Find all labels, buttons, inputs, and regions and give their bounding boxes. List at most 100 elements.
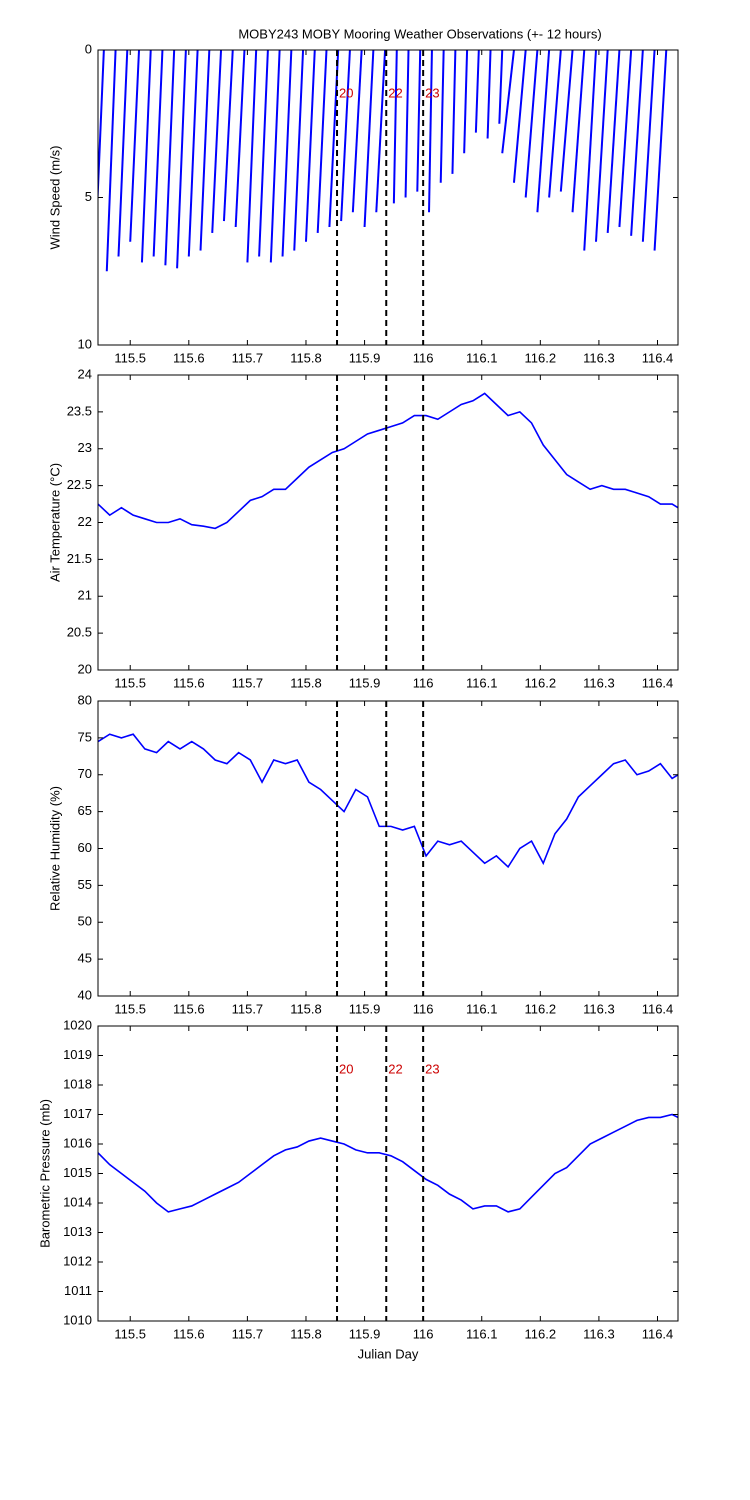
x-tick-label: 115.9 — [349, 1001, 381, 1016]
event-label: 20 — [339, 1061, 353, 1076]
y-tick-label: 20.5 — [67, 625, 92, 640]
wind-stick — [304, 50, 316, 242]
x-tick-label: 116.3 — [583, 675, 615, 690]
x-tick-label: 116.1 — [466, 1326, 498, 1341]
wind-stick — [536, 50, 551, 213]
wind-stick — [463, 50, 469, 154]
wind-stick — [246, 50, 258, 263]
x-tick-label: 116.3 — [583, 350, 615, 365]
y-tick-label: 75 — [78, 729, 92, 744]
x-tick-label: 115.8 — [290, 675, 322, 690]
y-tick-label: 20 — [78, 661, 92, 676]
wind-stick — [641, 50, 656, 242]
plot-area — [98, 50, 668, 272]
data-line — [98, 392, 678, 530]
x-tick-label: 115.6 — [173, 350, 205, 365]
y-tick-label: 50 — [78, 914, 92, 929]
plot-area — [98, 1113, 678, 1213]
chart-title: MOBY243 MOBY Mooring Weather Observation… — [238, 26, 601, 41]
x-tick-label: 115.5 — [114, 1326, 146, 1341]
wind-stick — [129, 50, 141, 242]
x-tick-label: 116.1 — [466, 350, 498, 365]
axes-frame — [97, 1025, 679, 1322]
wind-stick — [187, 50, 199, 257]
x-tick-label: 116 — [413, 675, 434, 690]
wind-stick — [606, 50, 621, 233]
wind-stick — [524, 50, 539, 198]
axes-frame — [97, 700, 679, 997]
x-tick-label: 115.6 — [173, 675, 205, 690]
plot-area — [98, 733, 678, 869]
wind-stick — [328, 50, 340, 228]
y-tick-label: 1020 — [63, 1017, 92, 1032]
x-tick-label: 116.4 — [642, 1326, 674, 1341]
y-axis-label: Air Temperature (°C) — [47, 463, 62, 582]
wind-stick — [618, 50, 633, 228]
y-tick-label: 1014 — [63, 1194, 92, 1209]
x-tick-label: 116.2 — [525, 350, 557, 365]
wind-stick — [498, 50, 504, 124]
plot-area — [98, 392, 678, 530]
wind-stick — [105, 50, 117, 272]
wind-stick — [363, 50, 375, 228]
y-tick-label: 5 — [85, 189, 92, 204]
event-label: 23 — [425, 85, 439, 100]
y-tick-label: 1015 — [63, 1165, 92, 1180]
wind-stick — [559, 50, 574, 192]
y-tick-label: 10 — [78, 336, 92, 351]
event-label: 22 — [388, 1061, 402, 1076]
x-tick-label: 115.7 — [232, 675, 264, 690]
wind-stick — [439, 50, 445, 183]
x-tick-label: 115.5 — [114, 1001, 146, 1016]
wind-stick — [98, 50, 105, 212]
y-tick-label: 45 — [78, 951, 92, 966]
x-tick-label: 115.5 — [114, 675, 146, 690]
wind-stick — [474, 50, 480, 133]
axes-frame — [97, 49, 679, 346]
wind-stick — [486, 50, 492, 139]
y-axis-label: Barometric Pressure (mb) — [37, 1099, 52, 1248]
x-tick-label: 116.2 — [525, 675, 557, 690]
event-label: 20 — [339, 85, 353, 100]
wind-stick — [211, 50, 223, 233]
y-tick-label: 0 — [85, 41, 92, 56]
x-tick-label: 116 — [413, 1326, 434, 1341]
wind-stick — [152, 50, 164, 257]
y-tick-label: 1017 — [63, 1106, 92, 1121]
wind-stick — [269, 50, 281, 263]
y-tick-label: 1018 — [63, 1076, 92, 1091]
x-tick-label: 116.3 — [583, 1326, 615, 1341]
wind-stick — [392, 50, 398, 204]
x-axis-label: Julian Day — [358, 1346, 419, 1361]
wind-stick — [293, 50, 305, 251]
wind-stick — [258, 50, 269, 257]
y-axis-label: Relative Humidity (%) — [47, 786, 62, 911]
axes-frame — [97, 374, 679, 671]
y-tick-label: 22.5 — [67, 477, 92, 492]
wind-stick — [548, 50, 562, 198]
y-tick-label: 1013 — [63, 1224, 92, 1239]
wind-stick — [653, 50, 668, 251]
wind-stick — [140, 50, 152, 263]
y-tick-label: 60 — [78, 840, 92, 855]
x-tick-label: 116.4 — [642, 1001, 674, 1016]
data-line — [98, 733, 678, 869]
wind-stick — [594, 50, 609, 242]
x-tick-label: 116.4 — [642, 350, 674, 365]
x-tick-label: 116.2 — [525, 1326, 557, 1341]
y-tick-label: 23 — [78, 440, 92, 455]
x-tick-label: 115.8 — [290, 1001, 322, 1016]
x-tick-label: 115.6 — [173, 1326, 205, 1341]
x-tick-label: 115.9 — [349, 675, 381, 690]
wind-stick — [340, 50, 351, 222]
y-axis-label: Wind Speed (m/s) — [47, 145, 62, 249]
wind-stick — [222, 50, 234, 222]
wind-stick — [501, 50, 515, 154]
y-tick-label: 23.5 — [67, 403, 92, 418]
x-tick-label: 116.2 — [525, 1001, 557, 1016]
wind-stick — [428, 50, 433, 213]
wind-stick — [375, 50, 387, 213]
wind-stick — [451, 50, 457, 174]
y-tick-label: 80 — [78, 692, 92, 707]
wind-stick — [583, 50, 597, 251]
